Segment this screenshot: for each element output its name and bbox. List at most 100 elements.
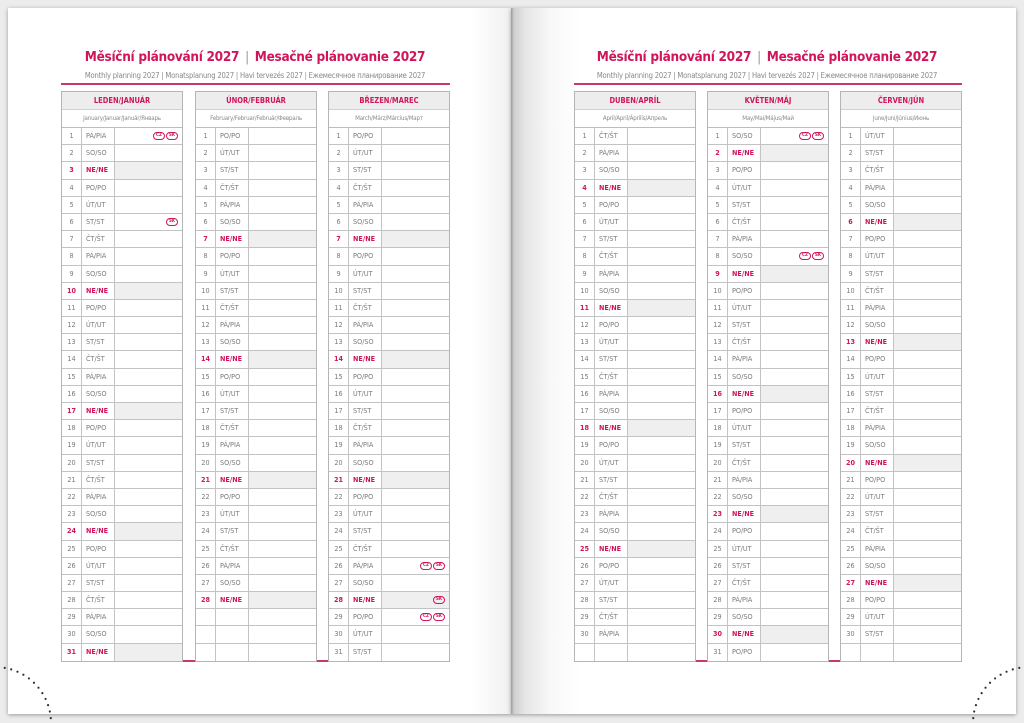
note-cell[interactable] [382,248,449,264]
note-cell[interactable] [249,248,316,264]
note-cell[interactable]: CZ SK [761,248,828,264]
note-cell[interactable] [382,403,449,419]
note-cell[interactable] [382,145,449,161]
note-cell[interactable] [115,626,182,642]
note-cell[interactable] [249,369,316,385]
note-cell[interactable] [249,231,316,248]
note-cell[interactable] [894,609,961,625]
note-cell[interactable] [115,609,182,625]
note-cell[interactable] [115,231,182,247]
note-cell[interactable]: CZ SK [761,128,828,144]
note-cell[interactable] [115,437,182,453]
note-cell[interactable] [894,128,961,144]
note-cell[interactable] [894,283,961,299]
note-cell[interactable] [115,523,182,540]
note-cell[interactable]: CZ SK [115,128,182,144]
note-cell[interactable]: CZ SK [382,609,449,625]
note-cell[interactable] [249,317,316,333]
note-cell[interactable] [115,334,182,350]
note-cell[interactable] [761,541,828,557]
note-cell[interactable] [761,575,828,591]
note-cell[interactable] [894,369,961,385]
note-cell[interactable] [628,420,695,437]
note-cell[interactable] [249,162,316,178]
note-cell[interactable] [761,644,828,661]
note-cell[interactable] [382,197,449,213]
note-cell[interactable] [628,472,695,488]
note-cell[interactable] [761,369,828,385]
note-cell[interactable] [628,179,695,196]
note-cell[interactable] [249,506,316,522]
note-cell[interactable] [894,213,961,231]
note-cell[interactable] [894,162,961,178]
note-cell[interactable] [382,317,449,333]
note-cell[interactable] [115,558,182,574]
note-cell[interactable] [894,180,961,196]
note-cell[interactable] [628,351,695,367]
note-cell[interactable] [382,437,449,453]
note-cell[interactable] [382,351,449,368]
note-cell[interactable] [761,317,828,333]
note-cell[interactable] [894,523,961,539]
note-cell[interactable] [115,643,182,661]
note-cell[interactable] [628,197,695,213]
note-cell[interactable] [628,489,695,505]
note-cell[interactable] [894,437,961,453]
note-cell[interactable] [761,609,828,625]
note-cell[interactable] [761,455,828,471]
note-cell[interactable] [115,386,182,402]
note-cell[interactable] [628,231,695,247]
note-cell[interactable] [382,489,449,505]
note-cell[interactable] [115,162,182,179]
note-cell[interactable] [894,420,961,436]
note-cell[interactable] [115,506,182,522]
note-cell[interactable] [382,455,449,471]
note-cell[interactable] [382,541,449,557]
note-cell[interactable] [249,403,316,419]
note-cell[interactable] [628,128,695,144]
note-cell[interactable] [628,248,695,264]
note-cell[interactable] [894,248,961,264]
note-cell[interactable] [894,300,961,316]
note-cell[interactable] [761,472,828,488]
note-cell[interactable] [115,575,182,591]
note-cell[interactable] [894,541,961,557]
note-cell[interactable] [382,162,449,178]
note-cell[interactable] [761,145,828,162]
note-cell[interactable] [382,626,449,642]
note-cell[interactable] [249,145,316,161]
note-cell[interactable] [382,334,449,350]
note-cell[interactable] [894,472,961,488]
note-cell[interactable] [894,145,961,161]
note-cell[interactable]: CZ SK [382,558,449,574]
note-cell[interactable] [628,403,695,419]
note-cell[interactable] [761,197,828,213]
note-cell[interactable] [761,626,828,643]
note-cell[interactable] [115,282,182,299]
note-cell[interactable] [761,214,828,230]
note-cell[interactable] [894,334,961,351]
note-cell[interactable] [761,420,828,436]
note-cell[interactable] [382,128,449,144]
note-cell[interactable] [894,506,961,522]
note-cell[interactable] [761,592,828,608]
note-cell[interactable] [761,180,828,196]
note-cell[interactable] [382,283,449,299]
note-cell[interactable] [249,351,316,368]
note-cell[interactable] [115,592,182,608]
note-cell[interactable] [628,145,695,161]
note-cell[interactable] [249,214,316,230]
note-cell[interactable] [628,575,695,591]
note-cell[interactable] [628,523,695,539]
note-cell[interactable] [761,300,828,316]
note-cell[interactable] [761,283,828,299]
note-cell[interactable] [115,248,182,264]
note-cell[interactable] [761,437,828,453]
note-cell[interactable] [628,540,695,557]
note-cell[interactable] [115,197,182,213]
note-cell[interactable] [894,558,961,574]
note-cell[interactable] [628,334,695,350]
note-cell[interactable] [249,128,316,144]
note-cell[interactable] [249,266,316,282]
note-cell[interactable] [628,266,695,282]
